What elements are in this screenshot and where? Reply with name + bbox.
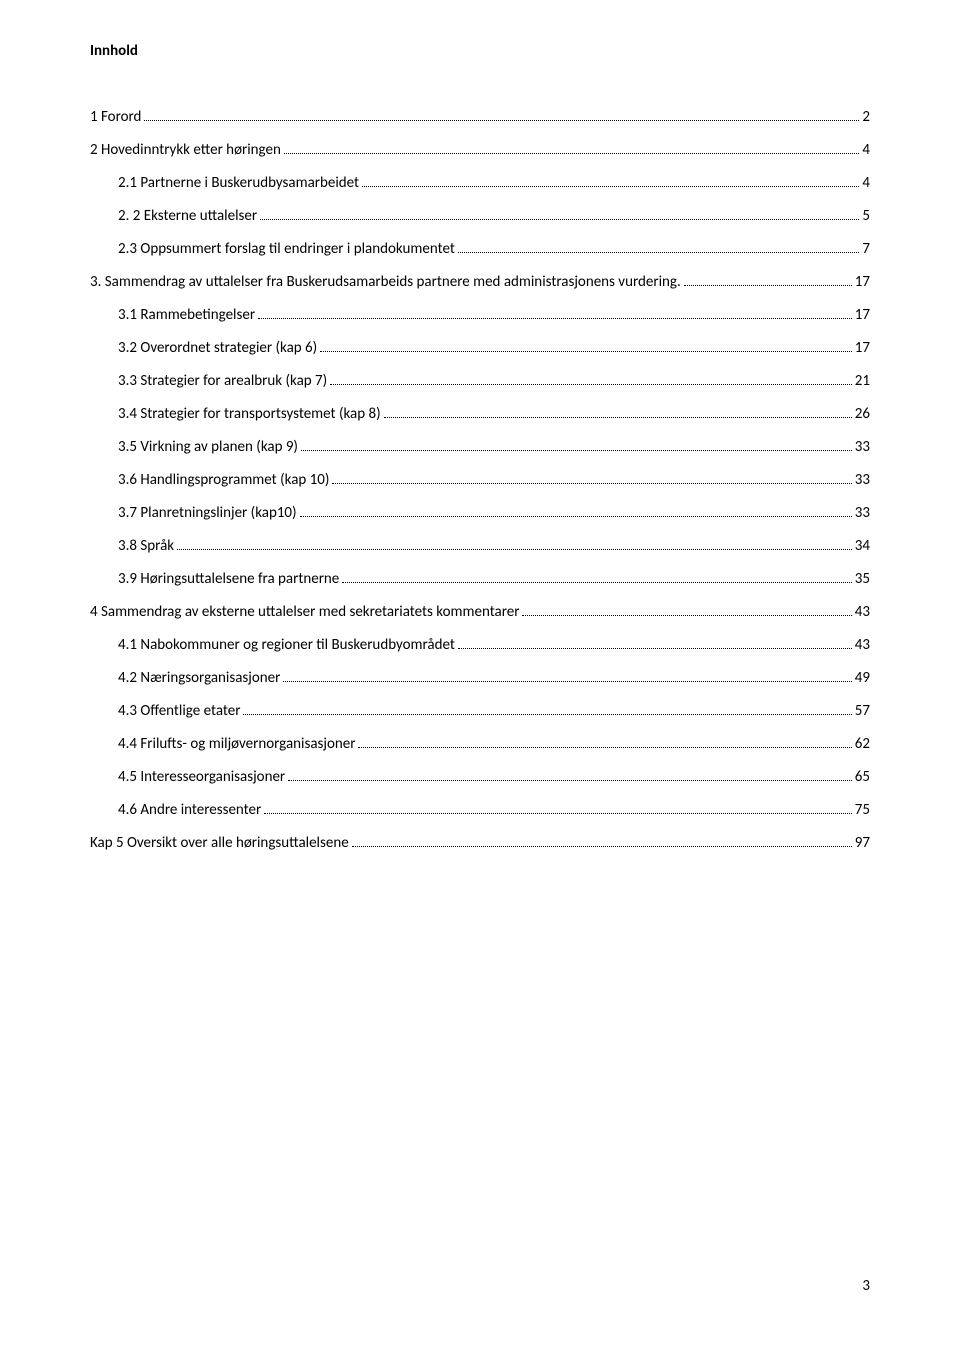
toc-leader-dots xyxy=(330,384,852,385)
toc-leader-dots xyxy=(284,153,860,154)
toc-page: 21 xyxy=(855,372,870,390)
toc-leader-dots xyxy=(260,219,859,220)
toc-row: 3.6 Handlingsprogrammet (kap 10) 33 xyxy=(90,471,870,489)
toc-row: Kap 5 Oversikt over alle høringsuttalels… xyxy=(90,834,870,852)
toc-leader-dots xyxy=(332,483,851,484)
toc-label: 3.1 Rammebetingelser xyxy=(118,306,255,324)
toc-row: 4.4 Frilufts- og miljøvernorganisasjoner… xyxy=(90,735,870,753)
toc-leader-dots xyxy=(458,252,860,253)
toc-label: 1 Forord xyxy=(90,108,141,126)
toc-row: 3.5 Virkning av planen (kap 9) 33 xyxy=(90,438,870,456)
toc-page: 97 xyxy=(855,834,870,852)
toc-page: 4 xyxy=(862,141,870,159)
toc-label: 3.2 Overordnet strategier (kap 6) xyxy=(118,339,317,357)
toc-leader-dots xyxy=(144,120,859,121)
toc-label: 2.1 Partnerne i Buskerudbysamarbeidet xyxy=(118,174,359,192)
toc-leader-dots xyxy=(243,714,851,715)
toc-label: 3.9 Høringsuttalelsene fra partnerne xyxy=(118,570,339,588)
toc-row: 4 Sammendrag av eksterne uttalelser med … xyxy=(90,603,870,621)
toc-row: 3.9 Høringsuttalelsene fra partnerne 35 xyxy=(90,570,870,588)
toc-page: 43 xyxy=(855,636,870,654)
toc-leader-dots xyxy=(300,516,852,517)
toc-label: 3.4 Strategier for transportsystemet (ka… xyxy=(118,405,381,423)
toc-leader-dots xyxy=(352,846,852,847)
toc-page: 65 xyxy=(855,768,870,786)
toc-leader-dots xyxy=(384,417,852,418)
toc-leader-dots xyxy=(362,186,859,187)
toc-row: 4.1 Nabokommuner og regioner til Buskeru… xyxy=(90,636,870,654)
toc-page: 2 xyxy=(862,108,870,126)
toc-page: 7 xyxy=(862,240,870,258)
toc-page: 33 xyxy=(855,504,870,522)
toc-page: 4 xyxy=(862,174,870,192)
toc-page: 35 xyxy=(855,570,870,588)
toc-label: 2 Hovedinntrykk etter høringen xyxy=(90,141,281,159)
toc-row: 4.3 Offentlige etater 57 xyxy=(90,702,870,720)
toc-page: 17 xyxy=(855,273,870,291)
toc-page: 49 xyxy=(855,669,870,687)
toc-page: 17 xyxy=(855,339,870,357)
toc-label: 3.5 Virkning av planen (kap 9) xyxy=(118,438,298,456)
toc-leader-dots xyxy=(358,747,851,748)
toc-row: 2. 2 Eksterne uttalelser 5 xyxy=(90,207,870,225)
toc-row: 4.6 Andre interessenter 75 xyxy=(90,801,870,819)
toc-leader-dots xyxy=(177,549,852,550)
toc-page: 5 xyxy=(862,207,870,225)
toc-label: 4.1 Nabokommuner og regioner til Buskeru… xyxy=(118,636,455,654)
toc-row: 2.3 Oppsummert forslag til endringer i p… xyxy=(90,240,870,258)
toc-leader-dots xyxy=(283,681,851,682)
toc-row: 2.1 Partnerne i Buskerudbysamarbeidet 4 xyxy=(90,174,870,192)
toc-leader-dots xyxy=(684,285,852,286)
toc-row: 4.5 Interesseorganisasjoner 65 xyxy=(90,768,870,786)
toc-label: 4.2 Næringsorganisasjoner xyxy=(118,669,280,687)
toc-label: 3.7 Planretningslinjer (kap10) xyxy=(118,504,297,522)
toc-row: 3.1 Rammebetingelser 17 xyxy=(90,306,870,324)
toc-label: 3.3 Strategier for arealbruk (kap 7) xyxy=(118,372,327,390)
toc-row: 3.3 Strategier for arealbruk (kap 7) 21 xyxy=(90,372,870,390)
toc-row: 4.2 Næringsorganisasjoner 49 xyxy=(90,669,870,687)
toc-label: 4 Sammendrag av eksterne uttalelser med … xyxy=(90,603,519,621)
toc-label: 4.4 Frilufts- og miljøvernorganisasjoner xyxy=(118,735,355,753)
toc-leader-dots xyxy=(458,648,852,649)
toc-row: 3.2 Overordnet strategier (kap 6) 17 xyxy=(90,339,870,357)
toc-page: 57 xyxy=(855,702,870,720)
page-title: Innhold xyxy=(90,42,870,60)
toc-label: 3.8 Språk xyxy=(118,537,174,555)
toc-row: 3. Sammendrag av uttalelser fra Buskerud… xyxy=(90,273,870,291)
toc-leader-dots xyxy=(320,351,852,352)
toc-label: 2. 2 Eksterne uttalelser xyxy=(118,207,257,225)
toc-page: 17 xyxy=(855,306,870,324)
toc-row: 1 Forord 2 xyxy=(90,108,870,126)
toc-label: 2.3 Oppsummert forslag til endringer i p… xyxy=(118,240,455,258)
toc-row: 2 Hovedinntrykk etter høringen 4 xyxy=(90,141,870,159)
toc-label: 4.5 Interesseorganisasjoner xyxy=(118,768,285,786)
toc-leader-dots xyxy=(522,615,851,616)
toc-page: 33 xyxy=(855,438,870,456)
toc-page: 34 xyxy=(855,537,870,555)
toc-label: 4.3 Offentlige etater xyxy=(118,702,240,720)
toc-row: 3.8 Språk 34 xyxy=(90,537,870,555)
toc-page: 75 xyxy=(855,801,870,819)
toc-page: 26 xyxy=(855,405,870,423)
toc-leader-dots xyxy=(288,780,852,781)
toc-leader-dots xyxy=(258,318,852,319)
page-number: 3 xyxy=(862,1277,870,1295)
toc-leader-dots xyxy=(342,582,852,583)
table-of-contents: 1 Forord 2 2 Hovedinntrykk etter høringen 4… xyxy=(90,108,870,852)
toc-page: 33 xyxy=(855,471,870,489)
toc-page: 62 xyxy=(855,735,870,753)
toc-label: 4.6 Andre interessenter xyxy=(118,801,261,819)
toc-label: Kap 5 Oversikt over alle høringsuttalels… xyxy=(90,834,349,852)
toc-page: 43 xyxy=(855,603,870,621)
toc-leader-dots xyxy=(264,813,852,814)
toc-label: 3.6 Handlingsprogrammet (kap 10) xyxy=(118,471,329,489)
toc-leader-dots xyxy=(301,450,852,451)
toc-label: 3. Sammendrag av uttalelser fra Buskerud… xyxy=(90,273,681,291)
toc-row: 3.7 Planretningslinjer (kap10) 33 xyxy=(90,504,870,522)
toc-row: 3.4 Strategier for transportsystemet (ka… xyxy=(90,405,870,423)
